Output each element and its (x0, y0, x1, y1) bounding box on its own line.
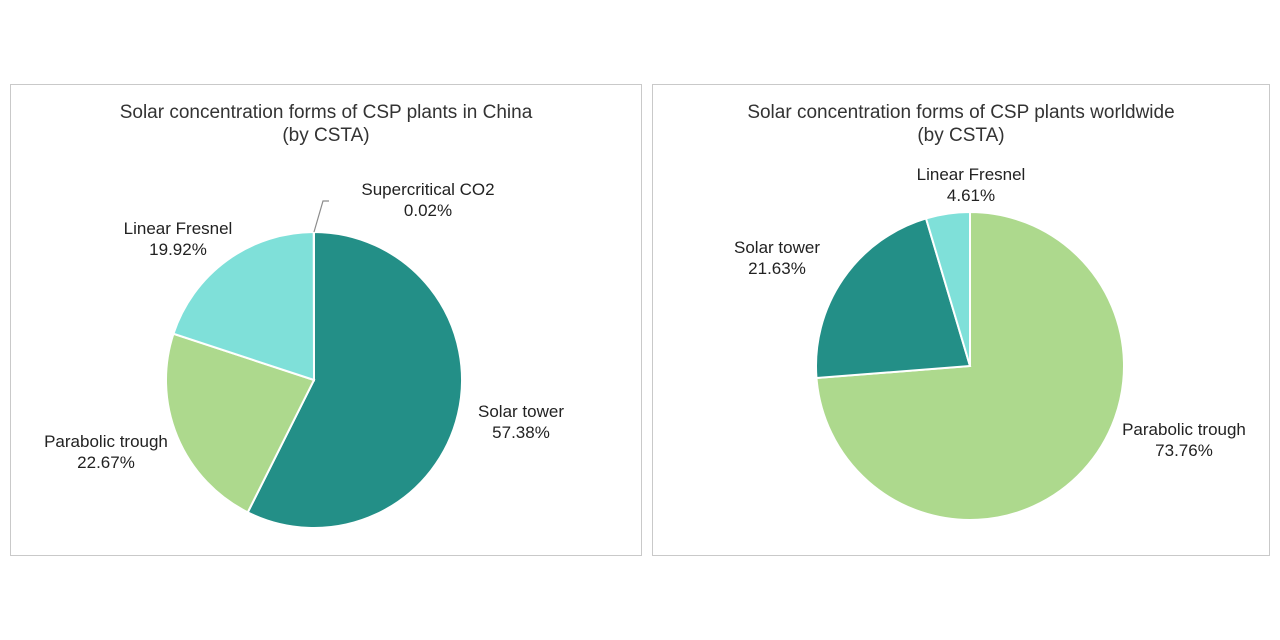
pie-slice-parabolic-trough (165, 332, 316, 514)
slice-label-linear-fresnel: Linear Fresnel 19.92% (124, 218, 233, 260)
slice-label-parabolic-trough: Parabolic trough 73.76% (1122, 419, 1246, 461)
slice-label-linear-fresnel: Linear Fresnel 4.61% (917, 164, 1026, 206)
slice-label-value: 21.63% (748, 259, 806, 278)
slice-label-name: Solar tower (734, 238, 820, 257)
slice-label-name: Solar tower (478, 402, 564, 421)
chart-title-main: Solar concentration forms of CSP plants … (747, 102, 1175, 123)
chart-title: Solar concentration forms of CSP plants … (11, 101, 641, 147)
slice-label-name: Linear Fresnel (916, 165, 1026, 184)
slice-label-solar-tower: Solar tower 57.38% (478, 401, 564, 443)
pie-slice-linear-fresnel (924, 210, 971, 367)
slice-label-name: Linear Fresnel (123, 219, 233, 238)
chart-title: Solar concentration forms of CSP plants … (653, 101, 1269, 147)
pie-slice-solar-tower (815, 217, 972, 380)
slice-label-name: Parabolic trough (44, 432, 168, 451)
leader-line (313, 200, 329, 233)
chart-subtitle: (by CSTA) (282, 125, 370, 146)
slice-label-name: Supercritical CO2 (361, 180, 495, 199)
slice-label-value: 19.92% (149, 240, 207, 259)
slice-label-value: 0.02% (403, 201, 453, 220)
slice-label-value: 22.67% (77, 453, 135, 472)
chart-panel-worldwide: Solar concentration forms of CSP plants … (652, 84, 1270, 556)
pie-slice-solar-tower (246, 230, 463, 529)
slice-label-supercritical-co2: Supercritical CO2 0.02% (361, 179, 494, 221)
chart-panel-china: Solar concentration forms of CSP plants … (10, 84, 642, 556)
slice-label-value: 57.38% (492, 423, 550, 442)
slice-label-value: 73.76% (1155, 441, 1213, 460)
slice-label-parabolic-trough: Parabolic trough 22.67% (44, 431, 168, 473)
chart-title-main: Solar concentration forms of CSP plants … (119, 102, 533, 123)
pie-chart-worldwide (815, 210, 1125, 521)
chart-subtitle: (by CSTA) (917, 125, 1005, 146)
pie-slice-linear-fresnel (172, 230, 316, 382)
slice-label-name: Parabolic trough (1122, 420, 1246, 439)
slice-label-solar-tower: Solar tower 21.63% (734, 237, 820, 279)
pie-chart-china (165, 200, 463, 529)
slice-label-value: 4.61% (946, 186, 996, 205)
